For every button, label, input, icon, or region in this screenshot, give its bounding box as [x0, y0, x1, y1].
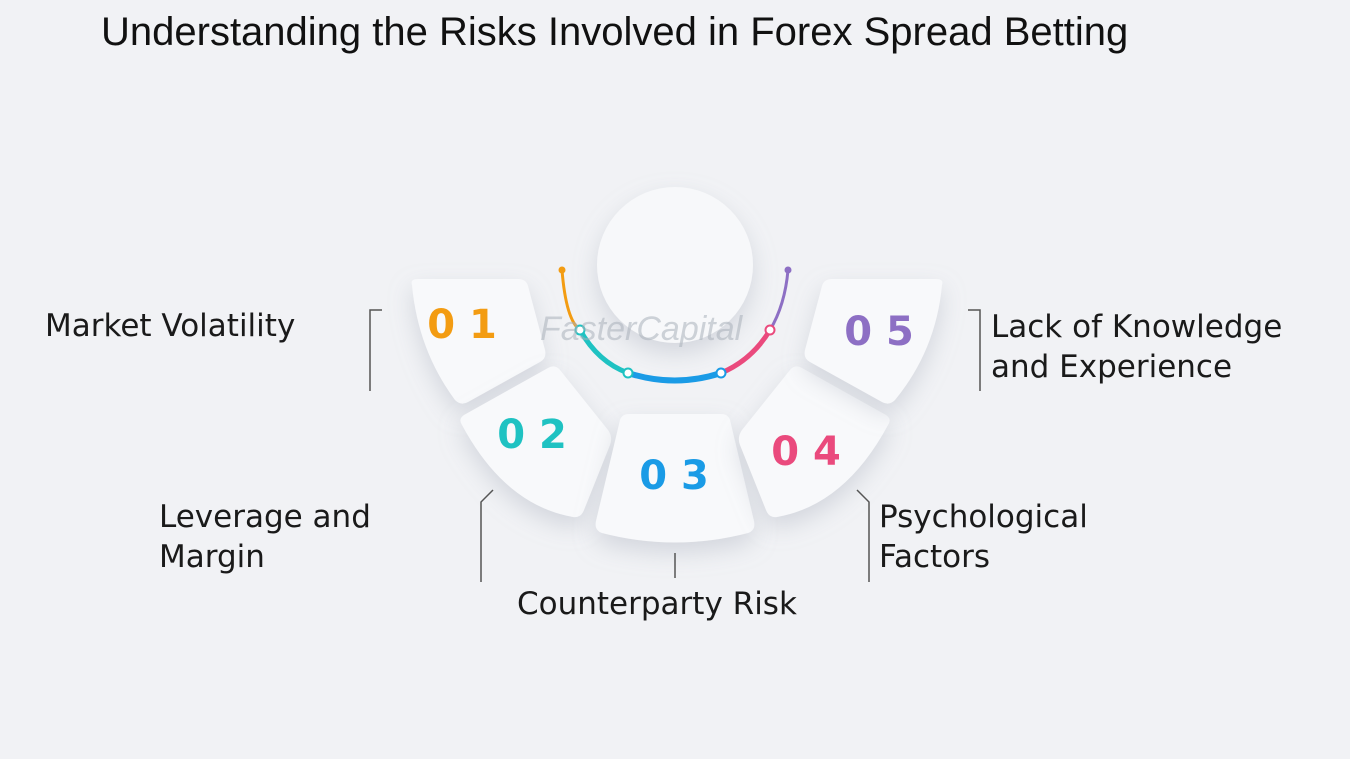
- item-label-4-line-1: Psychological: [879, 499, 1088, 535]
- segment-card-4: [738, 366, 890, 518]
- watermark: FasterCapital: [540, 310, 743, 348]
- connector-2: [480, 489, 494, 582]
- item-label-4: Psychological Factors: [879, 497, 1088, 577]
- segment-card-3: [595, 414, 755, 543]
- center-circle: [597, 187, 753, 343]
- item-label-1-line-1: Market Volatility: [45, 308, 296, 344]
- item-label-2-line-1: Leverage and: [159, 499, 371, 535]
- item-label-4-line-2: Factors: [879, 539, 991, 575]
- item-label-5: Lack of Knowledge and Experience: [991, 307, 1282, 387]
- item-label-1: Market Volatility: [45, 306, 295, 346]
- connector-5: [968, 309, 981, 391]
- item-number-5: 0 5: [844, 309, 914, 355]
- segment-card-1: [411, 279, 546, 404]
- connector-4: [856, 489, 870, 582]
- page-title: Understanding the Risks Involved in Fore…: [101, 10, 1129, 54]
- item-label-3: Counterparty Risk: [517, 584, 797, 624]
- item-label-2: Leverage and Margin: [159, 497, 371, 577]
- connector-1: [369, 309, 382, 391]
- item-number-2: 0 2: [497, 412, 567, 458]
- item-label-5-line-2: and Experience: [991, 349, 1233, 385]
- item-label-2-line-2: Margin: [159, 539, 265, 575]
- segment-card-2: [460, 366, 612, 518]
- item-number-3: 0 3: [639, 453, 709, 499]
- item-number-4: 0 4: [771, 429, 841, 475]
- segment-card-5: [804, 279, 943, 404]
- item-number-1: 0 1: [427, 302, 497, 348]
- item-label-5-line-1: Lack of Knowledge: [991, 309, 1283, 345]
- progress-arc: [558, 266, 792, 384]
- item-label-3-line-1: Counterparty Risk: [517, 586, 797, 622]
